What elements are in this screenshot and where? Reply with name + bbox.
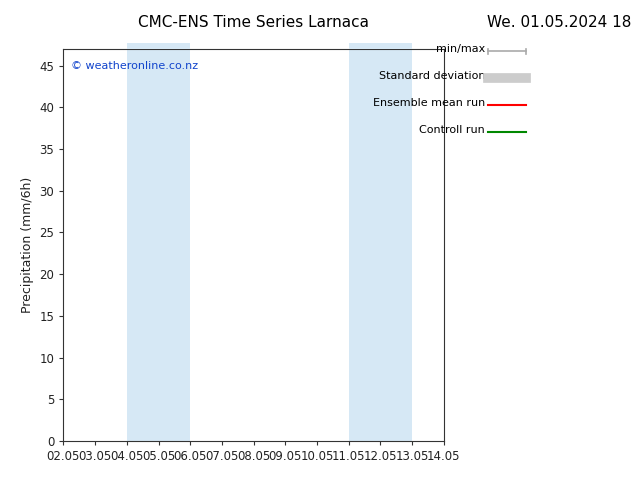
Text: Ensemble mean run: Ensemble mean run bbox=[373, 98, 485, 108]
Bar bbox=[127, 49, 190, 441]
Text: Controll run: Controll run bbox=[419, 125, 485, 135]
Text: We. 01.05.2024 18 UTC: We. 01.05.2024 18 UTC bbox=[487, 15, 634, 30]
Text: © weatheronline.co.nz: © weatheronline.co.nz bbox=[71, 61, 198, 71]
Text: CMC-ENS Time Series Larnaca: CMC-ENS Time Series Larnaca bbox=[138, 15, 369, 30]
Text: Standard deviation: Standard deviation bbox=[378, 71, 485, 81]
Text: min/max: min/max bbox=[436, 44, 485, 54]
Y-axis label: Precipitation (mm/6h): Precipitation (mm/6h) bbox=[21, 177, 34, 313]
Bar bbox=[349, 49, 412, 441]
